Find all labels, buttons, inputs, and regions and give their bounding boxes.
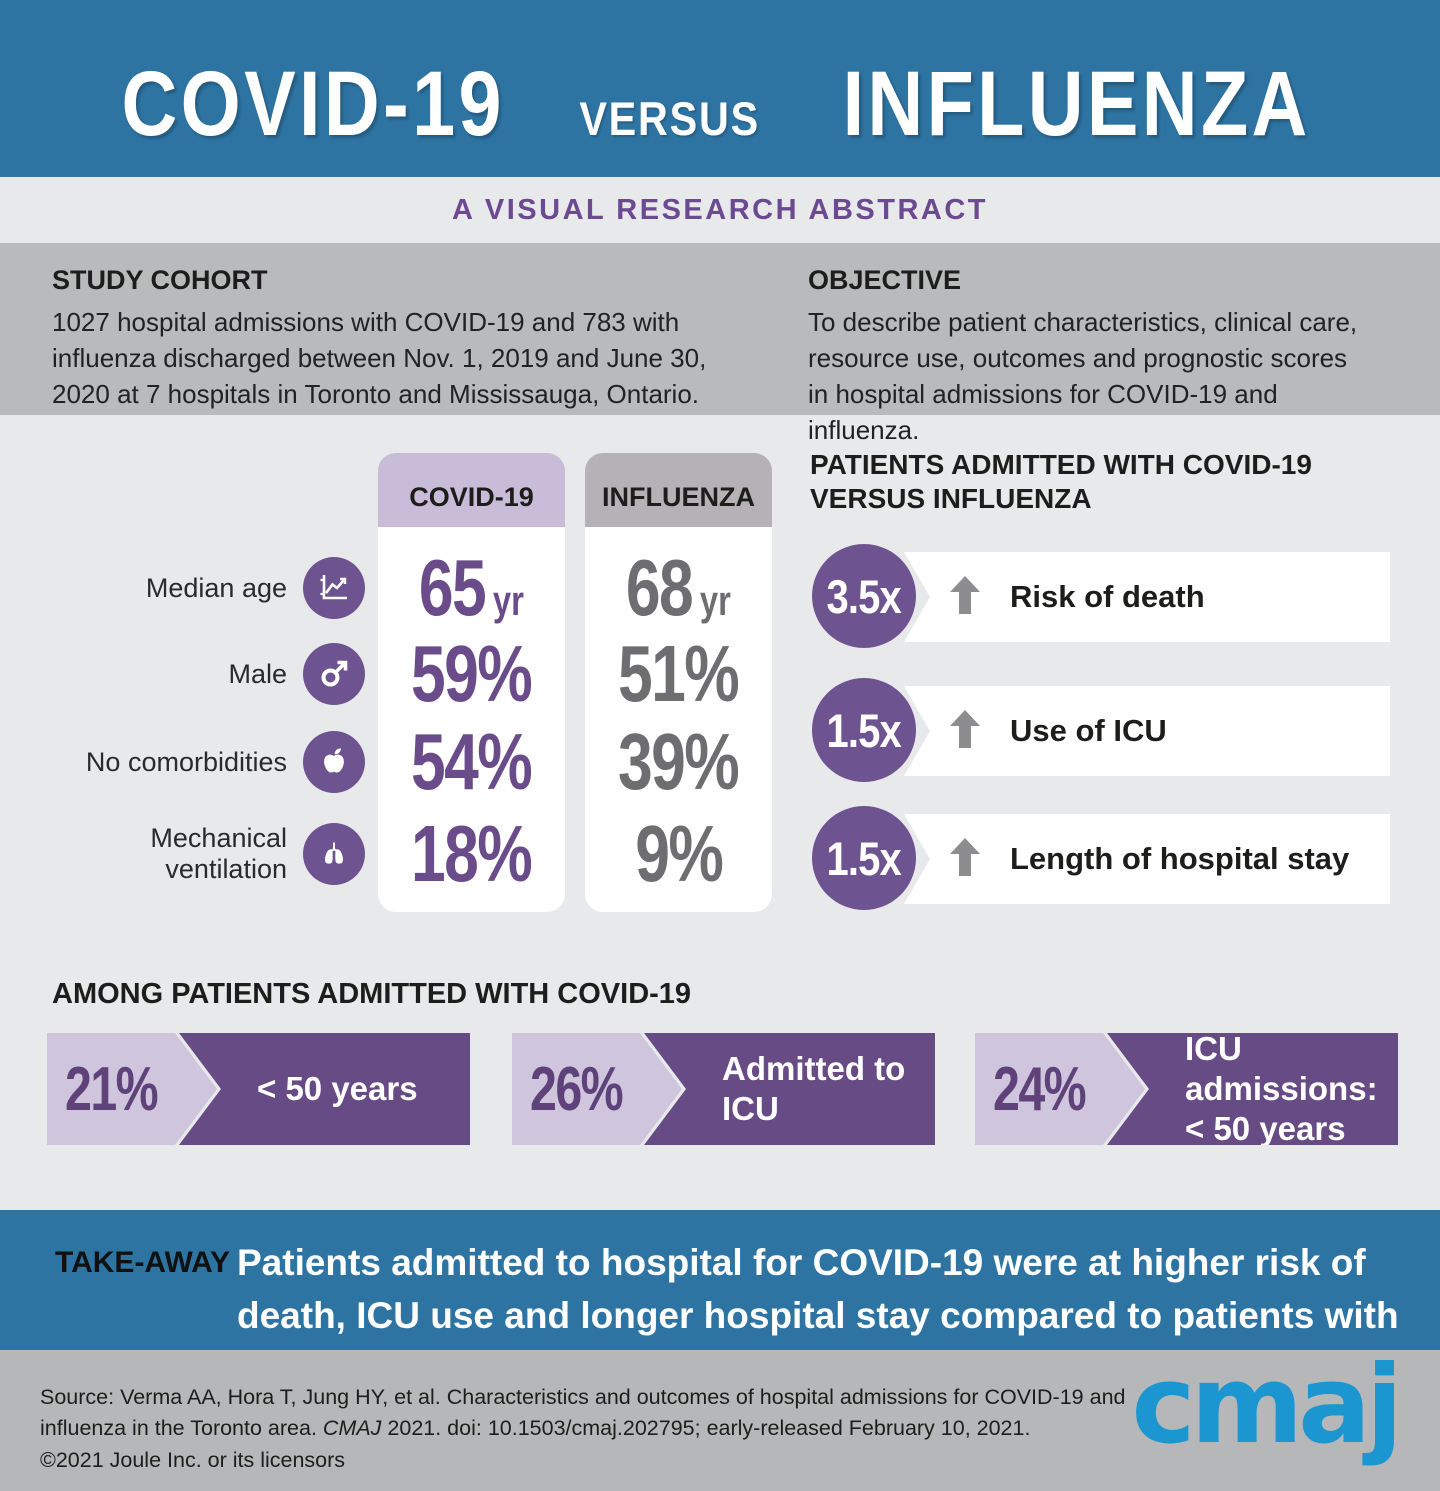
among-card-under-50: < 50 years 21% [47,1033,470,1145]
ratios-heading: PATIENTS ADMITTED WITH COVID-19 VERSUS I… [810,449,1312,514]
covid-column-body [378,527,565,912]
title-influenza: INFLUENZA [842,53,1311,155]
among-card-label-line2: < 50 years [1185,1110,1346,1147]
among-card-percent-area: 21% [47,1033,217,1145]
source-line2-pre: Toronto area. [190,1416,323,1440]
ratio-label: Risk of death [1010,579,1205,614]
covid-column: COVID-19 65 yr 59% 54% 18% [378,453,565,912]
objective-block: OBJECTIVE To describe patient characteri… [808,265,1368,448]
apple-icon [303,731,365,793]
covid-mechanical-ventilation-value: 18% [411,809,533,898]
median-age-label: Median age [145,572,287,603]
among-card-percent-area: 26% [512,1033,682,1145]
journal-name: CMAJ [322,1416,382,1440]
study-cohort-title: STUDY COHORT [52,265,268,295]
influenza-male-value: 51% [618,629,740,718]
subtitle-strip: A VISUAL RESEARCH ABSTRACT [0,177,1440,243]
source-citation: Source: Verma AA, Hora T, Jung HY, et al… [40,1382,1140,1444]
copyright-text: ©2021 Joule Inc. or its licensors [40,1448,346,1472]
ratio-row-length-of-stay: 1.5x Length of hospital stay [812,806,1390,912]
cohort-objective-band: STUDY COHORT 1027 hospital admissions wi… [0,243,1440,445]
ratio-banner: Use of ICU [904,686,1390,776]
covid-column-header: COVID-19 [378,453,565,527]
page-title: COVID-19 VERSUS INFLUENZA [0,0,1440,157]
title-banner: COVID-19 VERSUS INFLUENZA [0,0,1440,177]
ratio-row-risk-of-death: 3.5x Risk of death [812,544,1390,650]
among-heading: AMONG PATIENTS ADMITTED WITH COVID-19 [52,978,692,1010]
among-card-percent: 21% [64,1054,158,1124]
ratio-row-use-of-icu: 1.5x Use of ICU [812,678,1390,784]
attribute-row-male: Male [30,630,365,718]
ratio-label: Length of hospital stay [1010,841,1350,876]
objective-text: To describe patient characteristics, cli… [808,307,1358,445]
ratio-multiplier-badge: 1.5x [812,678,916,782]
influenza-column-header: INFLUENZA [585,453,772,527]
among-card-label-area: Admitted to ICU [644,1033,935,1145]
influenza-no-comorbidities-value: 39% [618,717,740,806]
title-versus: VERSUS [579,92,760,145]
among-card-admitted-icu: Admitted to ICU 26% [512,1033,935,1145]
among-card-label: < 50 years [257,1070,418,1107]
ratio-multiplier-badge: 3.5x [812,544,916,648]
ratio-label: Use of ICU [1010,713,1167,748]
takeaway-banner [0,1210,1440,1350]
ratio-banner: Length of hospital stay [904,814,1390,904]
among-card-label-area: < 50 years [179,1033,470,1145]
up-arrow-icon [950,709,980,753]
ratio-multiplier-badge: 1.5x [812,806,916,910]
subtitle-text: A VISUAL RESEARCH ABSTRACT [451,193,988,226]
source-line1: Source: Verma AA, Hora T, Jung HY, et al… [40,1385,1126,1440]
attribute-row-no-comorbidities: No comorbidities [30,718,365,806]
mechanical-ventilation-label: Mechanical ventilation [150,823,287,884]
among-card-label: Admitted to ICU [722,1050,906,1127]
male-label: Male [228,658,287,689]
up-arrow-icon [950,575,980,619]
male-icon [303,643,365,705]
title-covid: COVID-19 [121,53,505,155]
influenza-mechanical-ventilation-value: 9% [634,809,724,898]
among-card-icu-under-50: ICU admissions: < 50 years 24% [975,1033,1398,1145]
study-cohort-block: STUDY COHORT 1027 hospital admissions wi… [52,265,764,412]
influenza-median-age-value: 68 yr [625,543,732,632]
source-line2-post: 2021. doi: 10.1503/cmaj.202795; early-re… [381,1416,1031,1440]
attribute-row-median-age: Median age [30,544,365,632]
lungs-icon [303,823,365,885]
influenza-column: INFLUENZA 68 yr 51% 39% 9% [585,453,772,912]
influenza-column-body [585,527,772,912]
covid-male-value: 59% [411,629,533,718]
attribute-row-mechanical-ventilation: Mechanical ventilation [30,810,365,898]
covid-no-comorbidities-value: 54% [411,717,533,806]
among-card-label-area: ICU admissions: < 50 years [1107,1033,1398,1145]
objective-title: OBJECTIVE [808,265,962,295]
study-cohort-text: 1027 hospital admissions with COVID-19 a… [52,307,707,409]
among-card-percent: 24% [992,1054,1086,1124]
covid-median-age-value: 65 yr [418,543,525,632]
cmaj-logo: cmaj [1131,1343,1403,1468]
up-arrow-icon [950,837,980,881]
among-card-label: ICU admissions: [1185,1030,1378,1107]
takeaway-label: TAKE-AWAY [55,1246,231,1279]
among-card-percent-area: 24% [975,1033,1145,1145]
among-card-percent: 26% [529,1054,623,1124]
footer-band [0,1350,1440,1491]
ratio-banner: Risk of death [904,552,1390,642]
no-comorbidities-label: No comorbidities [85,746,287,777]
line-chart-icon [303,557,365,619]
